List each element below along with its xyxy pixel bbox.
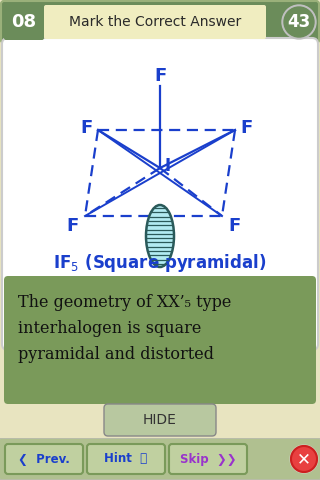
Text: Skip  ❯❯: Skip ❯❯	[180, 453, 236, 466]
Circle shape	[282, 5, 316, 39]
FancyBboxPatch shape	[104, 404, 216, 436]
Text: 43: 43	[287, 13, 311, 31]
Text: F: F	[228, 217, 240, 235]
Text: HIDE: HIDE	[143, 413, 177, 427]
FancyBboxPatch shape	[44, 5, 266, 39]
FancyBboxPatch shape	[4, 276, 316, 404]
FancyBboxPatch shape	[169, 444, 247, 474]
FancyBboxPatch shape	[1, 1, 319, 43]
Text: I: I	[165, 157, 171, 175]
FancyBboxPatch shape	[0, 438, 320, 480]
Text: F: F	[81, 119, 93, 137]
Circle shape	[284, 7, 314, 37]
Text: The geometry of XX’₅ type
interhalogen is square
pyramidal and distorted: The geometry of XX’₅ type interhalogen i…	[18, 294, 231, 363]
Circle shape	[291, 446, 317, 472]
FancyBboxPatch shape	[4, 4, 44, 40]
Text: IF$_5$ (Square pyramidal): IF$_5$ (Square pyramidal)	[53, 252, 267, 274]
Text: 08: 08	[12, 13, 36, 31]
Text: F: F	[154, 67, 166, 85]
FancyBboxPatch shape	[0, 439, 320, 479]
FancyBboxPatch shape	[5, 444, 83, 474]
Circle shape	[290, 445, 318, 473]
Text: Hint  ⓭: Hint ⓭	[104, 453, 148, 466]
Text: F: F	[67, 217, 79, 235]
FancyBboxPatch shape	[87, 444, 165, 474]
FancyBboxPatch shape	[2, 38, 318, 350]
Text: F: F	[241, 119, 253, 137]
Text: Mark the Correct Answer: Mark the Correct Answer	[69, 15, 241, 29]
Ellipse shape	[146, 205, 174, 267]
Text: ✕: ✕	[297, 450, 311, 468]
Text: ❮  Prev.: ❮ Prev.	[18, 453, 70, 466]
